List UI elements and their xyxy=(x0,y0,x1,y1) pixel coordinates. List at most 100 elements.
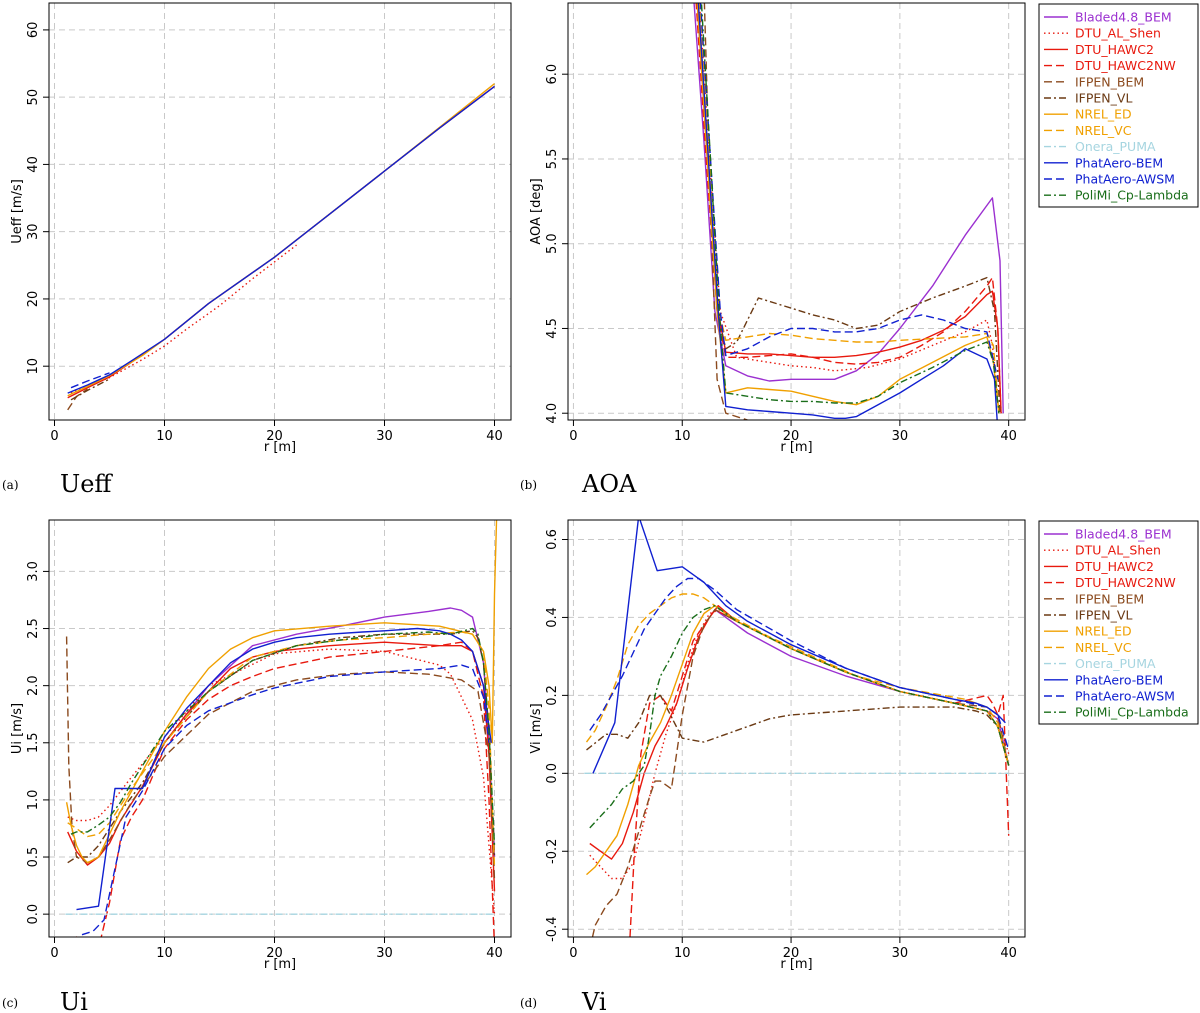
panel-caption: Ui xyxy=(60,988,88,1013)
y-tick-label: 0.0 xyxy=(26,904,41,925)
series-line-bladed4-8-bem xyxy=(163,607,496,858)
y-axis-label: Ueff [m/s] xyxy=(10,179,25,244)
legend-label: PhatAero-BEM xyxy=(1075,672,1163,687)
y-tick-label: 1.0 xyxy=(26,790,41,811)
x-tick-label: 40 xyxy=(1000,946,1017,961)
legend-label: DTU_HAWC2 xyxy=(1075,42,1154,57)
series-line-dtu-hawc2nw xyxy=(75,641,495,937)
panel-tag: (b) xyxy=(520,478,537,492)
panel-tag: (a) xyxy=(2,478,19,492)
y-tick-label: 6.0 xyxy=(545,64,560,85)
y-tick-label: 0.2 xyxy=(545,685,560,706)
chart-panel-1: 0 10 20 30 40 10 20 30 40 50 60 r [m] Ueff [m/s] (a) U… xyxy=(2,2,512,498)
panel-caption: Ueff xyxy=(60,470,113,498)
plot-frame xyxy=(48,519,512,938)
legend-label: DTU_HAWC2NW xyxy=(1075,575,1176,590)
legend-label: DTU_HAWC2NW xyxy=(1075,58,1176,73)
series-line-bladed4-8-bem xyxy=(693,3,1004,414)
legend: Bladed4.8_BEMDTU_AL_ShenDTU_HAWC2DTU_HAW… xyxy=(1038,3,1199,208)
series-line-ifpen-bem xyxy=(703,3,751,420)
legend-label: DTU_AL_Shen xyxy=(1075,26,1161,41)
series-line-dtu-al-shen xyxy=(67,648,496,915)
series-line-polimi-cp-lambda xyxy=(589,605,1010,829)
legend-label: Bladed4.8_BEM xyxy=(1075,527,1172,542)
series-line-nrel-ed xyxy=(696,3,1000,414)
x-tick-label: 10 xyxy=(156,429,173,444)
series-line-nrel-vc xyxy=(698,3,1000,414)
legend-label: PhatAero-AWSM xyxy=(1075,172,1175,187)
legend-label: IFPEN_BEM xyxy=(1075,591,1144,606)
series-line-ifpen-vl xyxy=(697,3,1001,414)
panel-caption: AOA xyxy=(581,470,637,498)
series-line-nrel-ed xyxy=(65,520,498,864)
legend-label: PhatAero-AWSM xyxy=(1075,689,1175,704)
series-line-phataero-bem xyxy=(76,627,492,911)
series-line-ifpen-vl xyxy=(70,378,110,401)
chart-panel-4: 0 10 20 30 40 -0.4 -0.2 0.0 0.2 0.4 0.6 r [m] Vi [m/… xyxy=(520,519,1199,1013)
legend-label: NREL_VC xyxy=(1075,123,1132,138)
legend-label: NREL_ED xyxy=(1075,624,1132,639)
legend-label: DTU_HAWC2 xyxy=(1075,559,1154,574)
chart-panel-2: 0 10 20 30 40 4.0 4.5 5.0 5.5 6.0 r [m] AOA [deg] (b… xyxy=(520,2,1199,498)
series-line-dtu-hawc2 xyxy=(589,605,1010,860)
x-tick-label: 30 xyxy=(376,429,393,444)
series-line-ifpen-vl xyxy=(586,694,1010,766)
legend-label: IFPEN_BEM xyxy=(1075,74,1144,89)
series-line-ifpen-vl xyxy=(67,630,496,864)
series-group xyxy=(584,520,1010,937)
series-group xyxy=(67,83,495,411)
series-line-phataero-bem xyxy=(67,85,495,394)
y-tick-label: 20 xyxy=(26,291,41,308)
series-line-nrel-vc xyxy=(67,631,496,869)
legend-box xyxy=(1038,3,1199,208)
x-tick-label: 30 xyxy=(892,946,909,961)
series-line-dtu-hawc2 xyxy=(67,85,495,399)
series-line-nrel-ed xyxy=(586,605,1010,876)
legend-label: IFPEN_VL xyxy=(1075,608,1132,623)
legend-box xyxy=(1038,520,1199,725)
x-tick-label: 20 xyxy=(266,429,283,444)
y-tick-label: 0.4 xyxy=(545,607,560,628)
legend-label: Onera_PUMA xyxy=(1075,656,1156,671)
series-line-polimi-cp-lambda xyxy=(70,627,496,846)
series-line-dtu-al-shen xyxy=(70,244,297,394)
plot-frame xyxy=(567,2,1026,421)
chart-panel-3: 0 10 20 30 40 0.0 0.5 1.0 1.5 2.0 2.5 3.0 r [m] Ui [m… xyxy=(2,519,512,1013)
x-tick-label: 10 xyxy=(156,946,173,961)
x-tick-label: 10 xyxy=(674,946,691,961)
y-axis-label: Ui [m/s] xyxy=(10,703,25,754)
x-tick-label: 30 xyxy=(892,429,909,444)
x-tick-label: 40 xyxy=(486,946,503,961)
y-tick-label: 5.0 xyxy=(545,233,560,254)
grid-lines xyxy=(49,3,511,420)
x-tick-label: 30 xyxy=(376,946,393,961)
x-axis-label: r [m] xyxy=(780,957,812,972)
panel-tag: (c) xyxy=(2,996,18,1010)
x-tick-label: 0 xyxy=(569,429,577,444)
grid-lines xyxy=(568,3,1025,420)
x-tick-label: 40 xyxy=(486,429,503,444)
panel-caption: Vi xyxy=(581,988,607,1013)
grid-lines xyxy=(49,520,511,937)
y-axis-label: AOA [deg] xyxy=(529,178,544,244)
x-axis-label: r [m] xyxy=(264,440,296,455)
plot-frame xyxy=(567,519,1026,938)
series-group xyxy=(65,520,498,937)
y-tick-label: 30 xyxy=(26,223,41,240)
series-line-phataero-awsm xyxy=(70,372,110,389)
y-tick-label: 4.0 xyxy=(545,403,560,424)
grid-lines xyxy=(568,520,1025,937)
legend-label: NREL_VC xyxy=(1075,640,1132,655)
series-line-polimi-cp-lambda xyxy=(700,3,1000,414)
x-tick-label: 0 xyxy=(50,429,58,444)
x-tick-label: 20 xyxy=(266,946,283,961)
y-tick-label: 5.5 xyxy=(545,149,560,170)
y-tick-label: 3.0 xyxy=(26,561,41,582)
legend: Bladed4.8_BEMDTU_AL_ShenDTU_HAWC2DTU_HAW… xyxy=(1038,520,1199,725)
x-tick-label: 0 xyxy=(569,946,577,961)
series-line-ifpen-bem xyxy=(65,636,496,880)
x-axis-label: r [m] xyxy=(264,957,296,972)
series-line-nrel-ed xyxy=(67,83,495,397)
y-tick-label: 0.0 xyxy=(545,763,560,784)
y-tick-label: 40 xyxy=(26,156,41,173)
